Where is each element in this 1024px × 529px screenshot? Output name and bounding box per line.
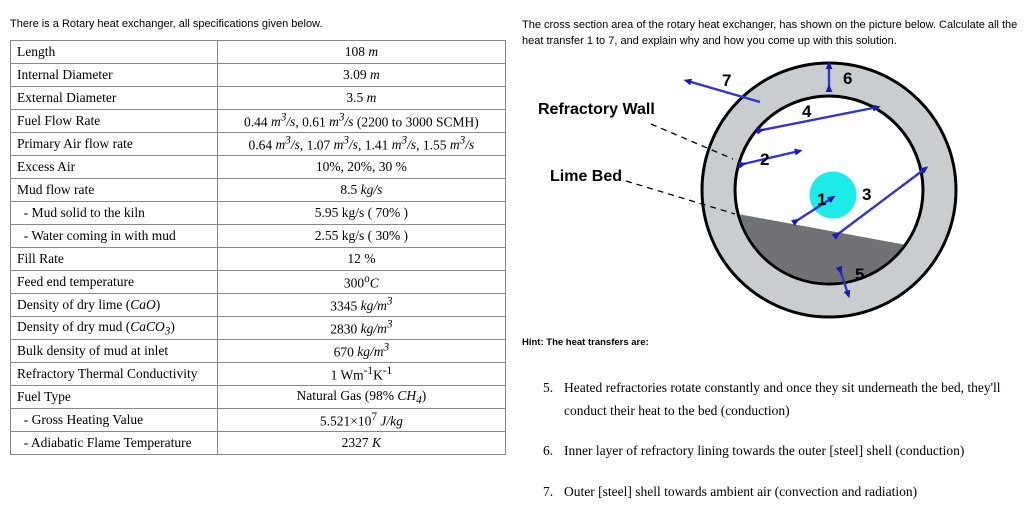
svg-text:5: 5 [855,265,864,284]
svg-text:6: 6 [843,69,852,88]
svg-text:3: 3 [862,185,871,204]
svg-text:1: 1 [817,190,826,209]
svg-text:7: 7 [722,71,731,90]
svg-text:4: 4 [802,102,812,121]
svg-text:2: 2 [760,150,769,169]
